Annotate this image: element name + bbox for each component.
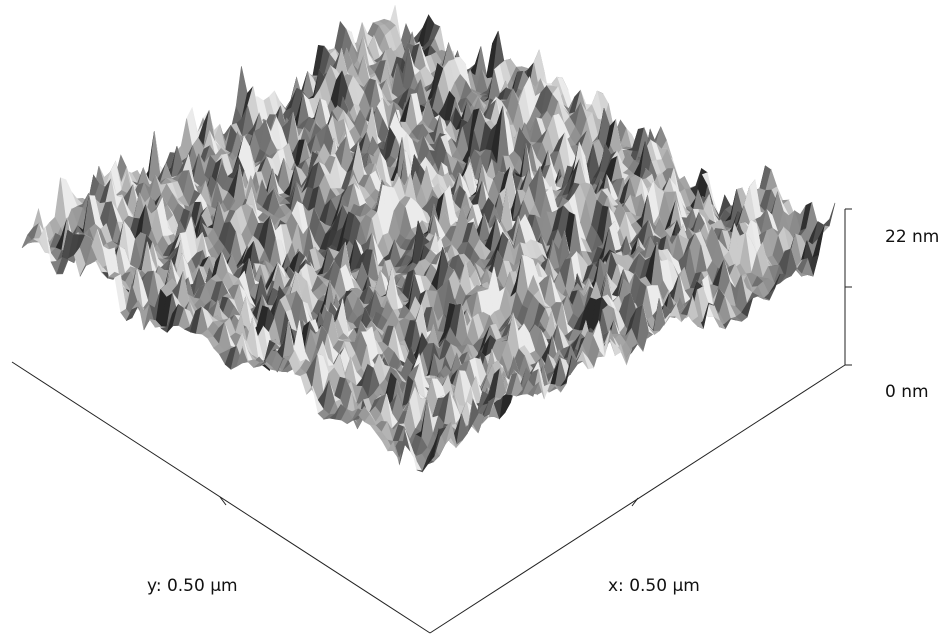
surface bbox=[22, 5, 835, 472]
afm-view: 22 nm 0 nm y: 0.50 µm x: 0.50 µm bbox=[0, 0, 949, 637]
surface-facet bbox=[824, 203, 835, 226]
